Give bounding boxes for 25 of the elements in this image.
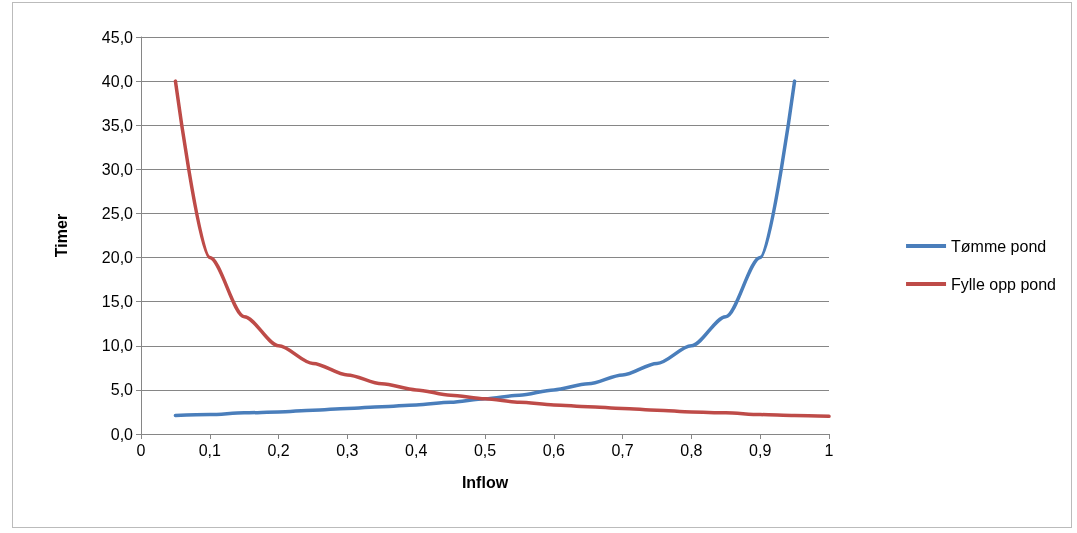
- x-tick-label: 0,5: [473, 441, 497, 459]
- x-tick-label: 0,9: [749, 441, 772, 459]
- y-tick-label: 0,0: [110, 425, 134, 443]
- x-tick-label: 1: [824, 441, 834, 459]
- x-tick-label: 0: [136, 441, 146, 459]
- x-tick-label: 0,4: [405, 441, 428, 459]
- y-tick-label: 45,0: [101, 28, 134, 46]
- y-tick-label: 5,0: [110, 381, 134, 399]
- x-tick-label: 0,8: [680, 441, 703, 459]
- x-tick-label: 0,7: [611, 441, 634, 459]
- legend-label: Fylle opp pond: [951, 275, 1057, 293]
- y-tick-label: 20,0: [101, 249, 134, 267]
- y-tick-label: 10,0: [101, 337, 134, 355]
- x-tick-label: 0,2: [267, 441, 290, 459]
- legend-label: Tømme pond: [951, 237, 1047, 255]
- x-axis-title: Inflow: [461, 473, 509, 491]
- y-tick-label: 35,0: [101, 116, 134, 134]
- y-tick-label: 40,0: [101, 72, 134, 90]
- y-tick-label: 30,0: [101, 160, 134, 178]
- y-tick-label: 25,0: [101, 204, 134, 222]
- x-tick-label: 0,3: [336, 441, 359, 459]
- x-tick-label: 0,1: [198, 441, 222, 459]
- x-tick-label: 0,6: [542, 441, 566, 459]
- y-tick-label: 15,0: [101, 293, 134, 311]
- y-axis-title: Timer: [52, 213, 70, 258]
